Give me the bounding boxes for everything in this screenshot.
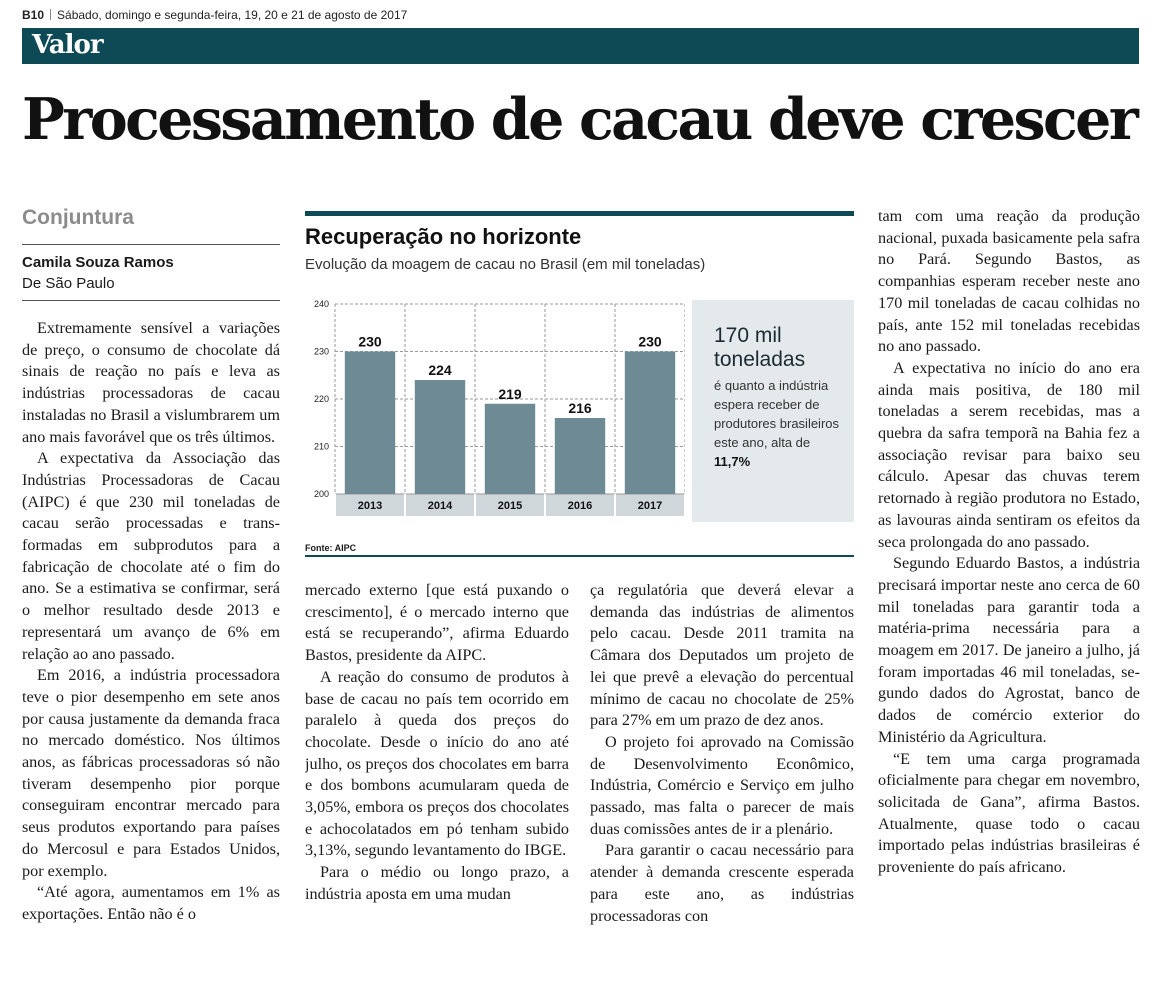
- text-column-4: tam com uma reação da produ­ção nacional…: [878, 206, 1140, 980]
- paragraph: Extremamente sensível a va­riações de pr…: [22, 319, 280, 446]
- callout-description: é quanto a indústria espera receber de p…: [714, 378, 840, 450]
- brand-logo: Valor: [32, 30, 104, 60]
- y-tick-label: 220: [314, 394, 329, 404]
- chart-source: Fonte: AIPC: [305, 543, 357, 553]
- x-axis-band: [335, 494, 685, 516]
- paragraph: Para o médio ou longo prazo, a indústria…: [305, 863, 569, 903]
- divider: [50, 9, 52, 20]
- page-number: B10: [22, 8, 45, 22]
- bar-value-label: 230: [638, 334, 662, 350]
- bar-2015: [484, 403, 536, 494]
- author-location: De São Paulo: [22, 275, 115, 292]
- x-tick-label: 2017: [638, 500, 662, 512]
- x-tick-label: 2016: [568, 500, 592, 512]
- author-name: Camila Souza Ramos: [22, 254, 174, 271]
- bar-chart: 200 210 220 230 240 230 2013 224 2014 219 2015 216 2…: [314, 299, 685, 516]
- y-tick-label: 210: [314, 442, 329, 452]
- bar-2017: [624, 351, 676, 494]
- callout-box: 170 mil toneladas é quanto a indústria e…: [692, 300, 854, 522]
- section-label: Conjuntura: [22, 206, 134, 229]
- callout-figure: 170 mil toneladas: [714, 324, 806, 371]
- paragraph: mercado externo [que está pu­xando o cre…: [305, 581, 569, 665]
- y-tick-label: 240: [314, 299, 329, 309]
- bar-value-label: 219: [498, 386, 522, 402]
- callout-highlight: 11,7%: [714, 454, 751, 469]
- paragraph: Segundo Eduardo Bastos, a in­dústria pre…: [878, 554, 1140, 746]
- x-tick-label: 2014: [428, 500, 453, 512]
- callout-text: é quanto a indústria espera receber de p…: [714, 376, 844, 471]
- dateline-text: Sábado, domingo e segunda-feira, 19, 20 …: [57, 8, 408, 22]
- bar-2013: [344, 351, 396, 494]
- divider: [22, 244, 280, 245]
- y-tick-label: 230: [314, 347, 329, 357]
- paragraph: O projeto foi aprovado na Co­missão de D…: [590, 732, 854, 838]
- paragraph: A expectativa no início do ano era ainda…: [878, 358, 1140, 551]
- paragraph: “E tem uma carga programa­da oficialment…: [878, 749, 1140, 877]
- text-column-3: ça regulatória que deverá elevar a deman…: [590, 580, 854, 978]
- paragraph: ça regulatória que deverá elevar a deman…: [590, 581, 854, 730]
- bar-value-label: 216: [568, 400, 592, 416]
- paragraph: Em 2016, a indústria processa­dora teve …: [22, 666, 280, 880]
- text-column-1: Extremamente sensível a va­riações de pr…: [22, 318, 280, 980]
- text-column-2: mercado externo [que está pu­xando o cre…: [305, 580, 569, 978]
- bar-value-label: 230: [358, 334, 382, 350]
- chart-subtitle: Evolução da moagem de cacau no Brasil (e…: [305, 256, 706, 273]
- paragraph: A reação do consumo de pro­dutos à base …: [305, 667, 569, 860]
- brand-bar: Valor: [22, 28, 1139, 64]
- paragraph: A expectativa da Associação das Indústri…: [22, 449, 280, 663]
- divider: [22, 300, 280, 301]
- chart-top-rule: [305, 211, 854, 216]
- x-tick-label: 2013: [358, 500, 382, 512]
- headline: Processamento de cacau deve crescer: [22, 86, 1139, 153]
- paragraph: “Até agora, aumentamos em 1% as exportaç…: [22, 883, 280, 923]
- y-tick-label: 200: [314, 489, 329, 499]
- page-dateline: B10 Sábado, domingo e segunda-feira, 19, …: [22, 8, 407, 22]
- bar-2016: [554, 418, 606, 494]
- paragraph: Para garantir o cacau necessá­rio para a…: [590, 841, 854, 925]
- bar-value-label: 224: [428, 362, 452, 378]
- paragraph: tam com uma reação da produ­ção nacional…: [878, 207, 1140, 356]
- chart-title: Recuperação no horizonte: [305, 224, 582, 249]
- x-tick-label: 2015: [498, 500, 522, 512]
- bar-2014: [414, 380, 466, 494]
- chart-bottom-rule: [305, 555, 854, 557]
